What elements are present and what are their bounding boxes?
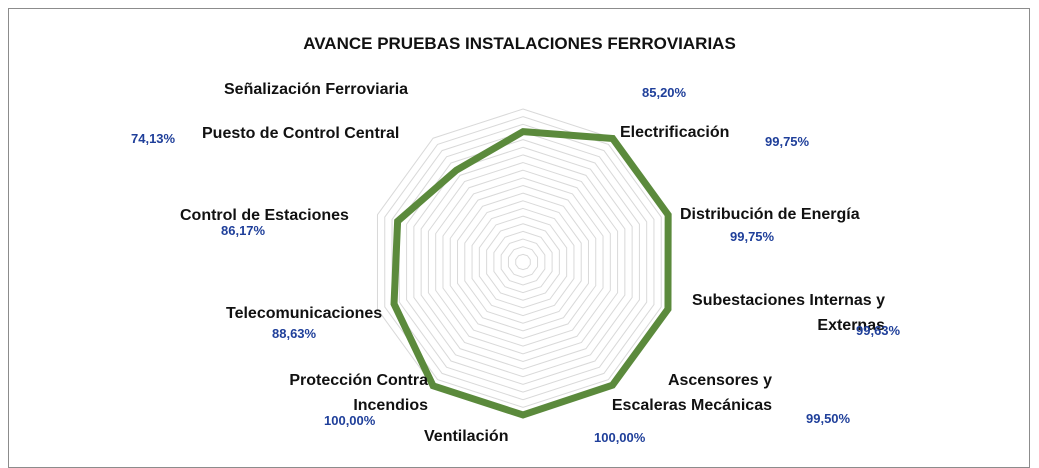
value-label: 88,63% xyxy=(272,326,317,341)
value-label: 100,00% xyxy=(324,413,376,428)
category-label: Ascensores y Escaleras Mecánicas xyxy=(611,372,772,414)
grid-ring xyxy=(507,246,539,278)
grid-ring xyxy=(398,131,648,393)
chart-title: AVANCE PRUEBAS INSTALACIONES FERROVIARIA… xyxy=(303,34,736,53)
grid-ring xyxy=(478,215,568,309)
value-label: 86,17% xyxy=(221,223,266,238)
category-label: Telecomunicaciones xyxy=(226,305,383,322)
value-label: 100,00% xyxy=(594,430,646,445)
grid-ring xyxy=(493,230,553,294)
page: AVANCE PRUEBAS INSTALACIONES FERROVIARIA… xyxy=(8,8,1030,468)
grid-ring xyxy=(471,207,575,317)
category-label: Protección Contra Incendios xyxy=(289,372,428,414)
grid-ring xyxy=(413,146,633,378)
grid-ring xyxy=(406,139,640,385)
value-label: 99,50% xyxy=(806,411,851,426)
grid-ring xyxy=(515,253,531,271)
grid-ring xyxy=(449,184,597,340)
category-label: Control de Estaciones xyxy=(180,207,349,224)
grid-ring xyxy=(435,169,611,355)
value-label: 74,13% xyxy=(131,131,176,146)
category-label: Puesto de Control Central xyxy=(202,125,400,142)
value-label: 99,75% xyxy=(765,134,810,149)
category-label: Señalización Ferroviaria xyxy=(224,81,409,98)
grid-ring xyxy=(486,223,560,301)
category-label: Distribución de Energía xyxy=(680,206,860,223)
category-label: Subestaciones Internas y Externas xyxy=(692,292,885,334)
grid-ring xyxy=(391,123,655,401)
value-label: 99,63% xyxy=(856,323,901,338)
series-line xyxy=(390,128,672,419)
grid-ring xyxy=(442,177,604,347)
grid-ring xyxy=(420,154,626,370)
grid-ring xyxy=(464,200,582,324)
value-label: 85,20% xyxy=(642,85,687,100)
grid-ring xyxy=(384,116,662,408)
grid-ring xyxy=(500,238,546,286)
category-label: Ventilación xyxy=(424,428,509,445)
category-label: Electrificación xyxy=(620,124,730,141)
grid-ring xyxy=(427,162,619,362)
chart xyxy=(376,108,672,419)
grid-ring xyxy=(457,192,589,332)
value-label: 99,75% xyxy=(730,229,775,244)
